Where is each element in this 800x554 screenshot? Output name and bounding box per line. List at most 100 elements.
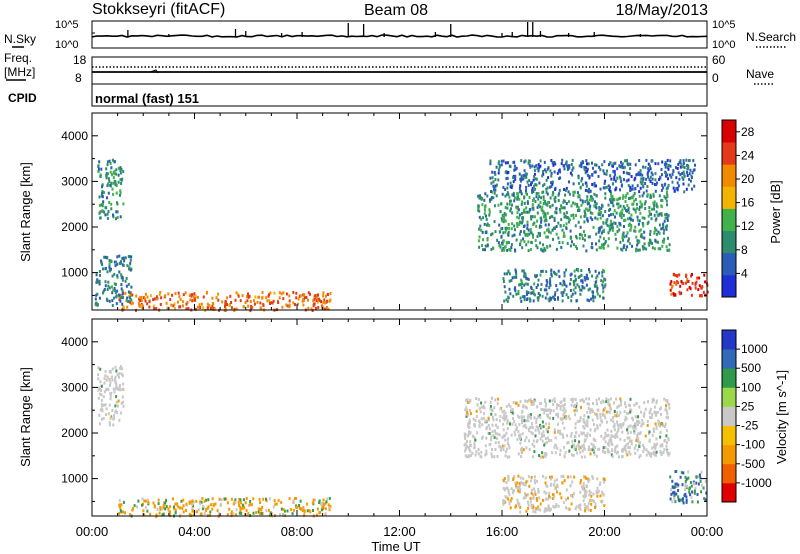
echo-cell bbox=[511, 411, 514, 415]
echo-cell bbox=[556, 403, 559, 407]
echo-cell bbox=[519, 283, 522, 286]
echo-cell bbox=[98, 279, 101, 283]
echo-cell bbox=[603, 435, 606, 439]
echo-cell bbox=[504, 290, 507, 294]
echo-cell bbox=[652, 194, 655, 198]
echo-cell bbox=[549, 280, 552, 284]
echo-cell bbox=[667, 236, 669, 240]
echo-cell bbox=[631, 244, 633, 248]
echo-cell bbox=[670, 286, 673, 290]
echo-cell bbox=[623, 178, 625, 182]
echo-cell bbox=[593, 438, 596, 442]
echo-cell bbox=[195, 499, 198, 503]
echo-cell bbox=[105, 167, 108, 171]
echo-cell bbox=[542, 243, 545, 247]
echo-cell bbox=[581, 449, 584, 453]
echo-cell bbox=[164, 294, 167, 298]
echo-cell bbox=[601, 490, 604, 494]
echo-cell bbox=[530, 217, 533, 221]
echo-cell bbox=[611, 194, 614, 198]
echo-cell bbox=[232, 502, 235, 506]
echo-cell bbox=[700, 294, 703, 298]
echo-cell bbox=[246, 295, 248, 299]
echo-cell bbox=[523, 274, 526, 278]
echo-cell bbox=[143, 297, 146, 301]
echo-cell bbox=[316, 507, 319, 511]
echo-cell bbox=[677, 495, 680, 499]
echo-cell bbox=[117, 404, 119, 408]
echo-cell bbox=[584, 213, 587, 217]
echo-cell bbox=[665, 162, 668, 166]
echo-cell bbox=[621, 236, 624, 240]
echo-cell bbox=[507, 489, 510, 492]
echo-cell bbox=[100, 194, 103, 198]
echo-cell bbox=[603, 270, 605, 273]
echo-cell bbox=[665, 404, 668, 408]
echo-cell bbox=[641, 216, 644, 220]
echo-cell bbox=[102, 291, 104, 295]
echo-cell bbox=[508, 403, 510, 407]
echo-cell bbox=[237, 293, 240, 297]
echo-cell bbox=[116, 202, 119, 206]
echo-cell bbox=[578, 445, 580, 449]
echo-cell bbox=[616, 431, 619, 435]
echo-cell bbox=[702, 486, 705, 490]
echo-cell bbox=[466, 434, 469, 438]
echo-cell bbox=[545, 178, 548, 182]
echo-cell bbox=[522, 404, 525, 408]
echo-cell bbox=[523, 208, 526, 212]
echo-cell bbox=[613, 422, 616, 426]
echo-cell bbox=[628, 242, 631, 246]
echo-cell bbox=[574, 413, 577, 417]
echo-cell bbox=[497, 397, 500, 401]
echo-cell bbox=[536, 205, 539, 209]
echo-cell bbox=[565, 498, 567, 502]
echo-cell bbox=[632, 418, 635, 422]
echo-cell bbox=[617, 414, 620, 418]
echo-cell bbox=[558, 188, 561, 192]
echo-cell bbox=[185, 509, 187, 512]
echo-cell bbox=[685, 158, 688, 162]
echo-cell bbox=[576, 209, 579, 212]
echo-cell bbox=[635, 439, 638, 443]
echo-cell bbox=[302, 298, 305, 302]
echo-cell bbox=[492, 184, 495, 188]
echo-cell bbox=[512, 160, 515, 164]
echo-cell bbox=[113, 172, 116, 176]
echo-cell bbox=[323, 307, 326, 311]
echo-cell bbox=[501, 248, 504, 252]
echo-cell bbox=[515, 485, 518, 489]
echo-cell bbox=[212, 504, 215, 508]
echo-cell bbox=[696, 500, 699, 504]
power-colorbar-cell bbox=[722, 120, 736, 143]
echo-cell bbox=[623, 409, 626, 413]
echo-cell bbox=[469, 453, 472, 457]
echo-cell bbox=[502, 502, 505, 506]
echo-cell bbox=[540, 282, 543, 286]
echo-cell bbox=[655, 425, 658, 429]
echo-cell bbox=[563, 288, 566, 292]
echo-cell bbox=[588, 198, 591, 202]
echo-cell bbox=[677, 498, 680, 502]
echo-cell bbox=[589, 452, 592, 456]
echo-cell bbox=[496, 455, 499, 458]
echo-cell bbox=[670, 175, 673, 179]
echo-cell bbox=[671, 500, 674, 504]
echo-cell bbox=[607, 410, 610, 414]
echo-cell bbox=[584, 200, 587, 204]
echo-cell bbox=[113, 169, 116, 173]
echo-cell bbox=[628, 436, 631, 440]
echo-cell bbox=[623, 206, 626, 210]
echo-cell bbox=[100, 404, 103, 408]
echo-cell bbox=[598, 294, 601, 298]
echo-cell bbox=[101, 190, 104, 194]
echo-cell bbox=[543, 434, 545, 438]
echo-cell bbox=[124, 256, 127, 260]
echo-cell bbox=[679, 475, 682, 479]
echo-cell bbox=[570, 294, 573, 298]
echo-cell bbox=[540, 248, 543, 252]
echo-cell bbox=[97, 388, 100, 392]
echo-cell bbox=[644, 165, 647, 169]
echo-cell bbox=[572, 288, 575, 292]
echo-cell bbox=[484, 453, 487, 457]
